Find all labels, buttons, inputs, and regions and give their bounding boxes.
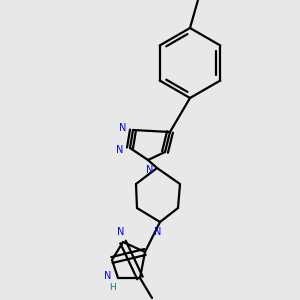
Text: N: N: [104, 271, 112, 281]
Text: N: N: [146, 165, 154, 175]
Text: N: N: [117, 227, 125, 237]
Text: N: N: [154, 227, 162, 237]
Text: N: N: [119, 123, 127, 133]
Text: H: H: [110, 284, 116, 292]
Text: N: N: [116, 145, 124, 155]
